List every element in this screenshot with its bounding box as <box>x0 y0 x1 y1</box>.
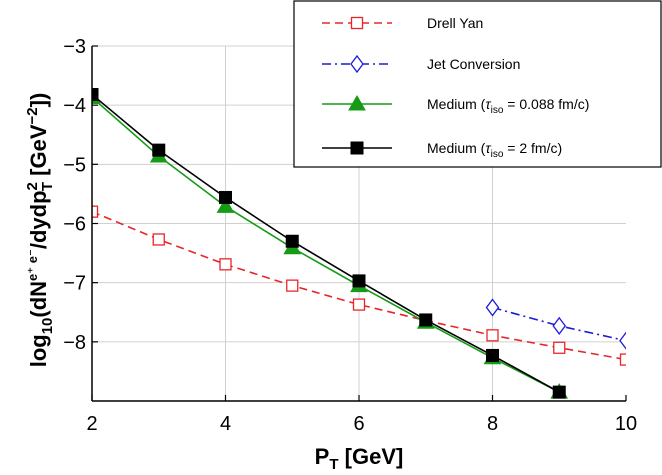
data-point-series-0 <box>219 258 232 271</box>
data-point-series-3 <box>219 190 232 204</box>
x-axis-title: PT [GeV] <box>315 444 404 473</box>
data-point-series-0 <box>486 329 499 342</box>
data-point-series-3 <box>285 234 299 248</box>
data-point-series-3 <box>486 348 499 362</box>
data-point-series-1 <box>552 316 567 335</box>
legend-marker <box>350 54 364 74</box>
data-point-series-0 <box>286 279 299 292</box>
series-line-3 <box>92 93 560 393</box>
legend-label: Medium (τiso = 0.088 fm/c) <box>427 96 589 116</box>
tick-labels: 2 4 6 8 10 −3 −4 −5 −6 −7 −8 <box>63 36 637 435</box>
x-tick-label: 8 <box>487 413 498 435</box>
y-tick-label: −8 <box>63 332 86 354</box>
x-tick-label: 10 <box>615 413 637 435</box>
x-tick-label: 2 <box>86 413 97 435</box>
legend-label: Jet Conversion <box>427 56 520 72</box>
data-point-series-3 <box>552 385 566 399</box>
y-tick-label: −4 <box>63 95 86 117</box>
y-tick-label: −7 <box>63 273 86 295</box>
legend-marker <box>350 141 364 155</box>
legend-label: Drell Yan <box>427 15 483 31</box>
series-line-2 <box>92 96 560 393</box>
data-point-series-3 <box>92 88 99 102</box>
data-point-series-1 <box>619 331 626 350</box>
series-line-0 <box>92 210 626 361</box>
data-point-series-3 <box>352 274 366 288</box>
y-tick-label: −3 <box>63 36 86 58</box>
legend-marker <box>348 94 366 111</box>
axes <box>91 45 627 402</box>
data-point-series-0 <box>553 341 566 354</box>
data-point-series-1 <box>485 298 500 317</box>
data-point-series-0 <box>619 353 626 366</box>
data-point-series-2 <box>216 197 235 213</box>
y-tick-label: −6 <box>63 214 86 236</box>
data-point-series-0 <box>352 298 366 311</box>
x-tick-label: 4 <box>220 413 231 435</box>
legend: Drell Yan Jet Conversion Medium (τiso = 0.… <box>293 0 662 168</box>
y-tick-label: −5 <box>63 154 86 176</box>
data-point-series-3 <box>152 143 166 157</box>
data-point-series-3 <box>419 313 433 327</box>
legend-label: Medium (τiso = 2 fm/c) <box>427 140 562 160</box>
y-axis-title: log10(dNe⁺ e⁻/dydp2T [GeV−2]) <box>24 93 56 368</box>
x-tick-label: 6 <box>353 413 364 435</box>
series-line-1 <box>492 306 626 342</box>
series-layer <box>92 88 626 399</box>
data-point-series-0 <box>152 233 165 246</box>
data-point-series-0 <box>92 205 99 218</box>
legend-marker <box>350 16 364 30</box>
